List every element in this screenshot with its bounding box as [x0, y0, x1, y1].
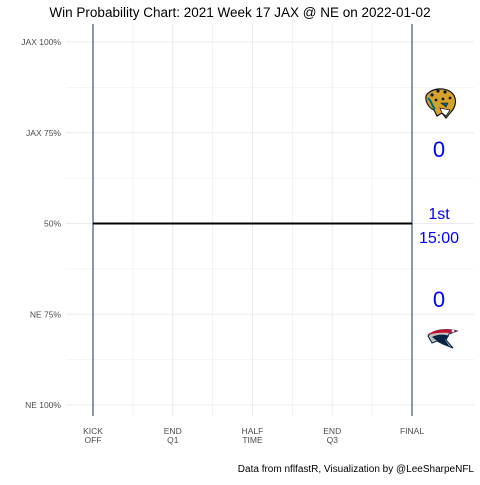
y-tick-label: JAX 75%	[26, 128, 61, 138]
x-tick-label: Q3	[327, 435, 339, 445]
x-tick-label: HALF	[242, 426, 264, 436]
y-tick-label: NE 75%	[30, 309, 62, 319]
y-tick-label: JAX 100%	[21, 37, 61, 47]
jaguars-logo-icon	[425, 88, 457, 119]
chart-title: Win Probability Chart: 2021 Week 17 JAX …	[49, 5, 430, 20]
y-tick-label: NE 100%	[25, 400, 61, 410]
away-score: 0	[433, 137, 445, 162]
game-clock: 15:00	[419, 230, 459, 247]
y-tick-labels: JAX 100% JAX 75% 50% NE 75% NE 100%	[21, 37, 61, 410]
x-tick-label: END	[164, 426, 182, 436]
chart-caption: Data from nflfastR, Visualization by @Le…	[238, 464, 475, 475]
period-lines-layer	[92, 24, 413, 416]
grid-layer	[66, 24, 474, 416]
x-tick-label: Q1	[167, 435, 179, 445]
patriots-logo-icon	[427, 329, 459, 349]
x-tick-label: END	[323, 426, 341, 436]
y-tick-label: 50%	[44, 219, 61, 229]
x-tick-label: KICK	[83, 426, 103, 436]
x-tick-label: OFF	[85, 435, 102, 445]
x-tick-label: FINAL	[400, 426, 424, 436]
home-score: 0	[433, 287, 445, 312]
quarter-label: 1st	[428, 206, 450, 223]
x-tick-label: TIME	[242, 435, 263, 445]
